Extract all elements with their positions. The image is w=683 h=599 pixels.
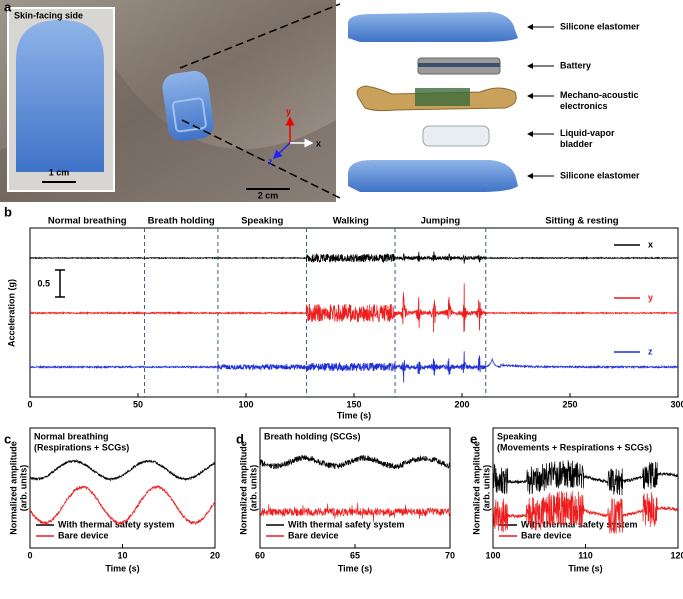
panel-label: a: [4, 0, 12, 14]
scale-label: 0.5: [37, 278, 50, 288]
x-tick-label: 110: [578, 550, 593, 560]
layer-label: Mechano-acoustic: [560, 90, 639, 100]
activity-label: Speaking: [241, 216, 283, 227]
panel-title: (Respirations + SCGs): [34, 442, 129, 452]
legend-label: x: [648, 239, 653, 249]
trace: [492, 460, 679, 496]
trace: [259, 502, 451, 523]
y-axis-label: Normalized amplitude: [238, 441, 248, 535]
x-axis-label: Time (s): [337, 410, 371, 420]
photo: [0, 0, 336, 202]
x-axis-label: Time (s): [568, 563, 602, 573]
exploded-view: [348, 12, 518, 192]
x-tick-label: 65: [350, 550, 360, 560]
layer-label: bladder: [560, 139, 593, 149]
legend-label: Bare device: [288, 530, 339, 540]
legend-label: Bare device: [521, 530, 572, 540]
legend-label: y: [648, 292, 653, 302]
trace: [259, 454, 451, 470]
x-tick-label: 200: [454, 399, 469, 409]
x-tick-label: 50: [133, 399, 143, 409]
legend-label: With thermal safety system: [288, 519, 404, 529]
axis-label: z: [268, 156, 273, 166]
layer-label: Silicone elastomer: [560, 170, 640, 180]
x-tick-label: 60: [255, 550, 265, 560]
scale-label: 2 cm: [258, 190, 279, 200]
legend-label: z: [648, 346, 653, 356]
zoom-line: [179, 3, 341, 69]
x-axis-label: Time (s): [105, 563, 139, 573]
y-axis-label: Normalized amplitude: [471, 441, 481, 535]
x-tick-label: 300: [670, 399, 683, 409]
axis-label: x: [316, 138, 321, 148]
x-tick-label: 250: [562, 399, 577, 409]
x-tick-label: 70: [445, 550, 455, 560]
trace: [29, 351, 679, 383]
layer-label: Liquid-vapor: [560, 128, 615, 138]
panel-title: Breath holding (SCGs): [264, 431, 361, 441]
legend-label: Bare device: [58, 530, 109, 540]
zoom-line: [181, 119, 341, 199]
x-tick-label: 10: [117, 550, 127, 560]
scale-label: 1 cm: [49, 167, 70, 177]
y-axis-label: (arb. units): [248, 465, 258, 512]
activity-label: Jumping: [421, 216, 461, 227]
x-tick-label: 100: [485, 550, 500, 560]
x-tick-label: 120: [670, 550, 683, 560]
activity-label: Breath holding: [148, 216, 215, 227]
legend-label: With thermal safety system: [58, 519, 174, 529]
panel-label: b: [4, 204, 12, 219]
axis-label: y: [286, 106, 291, 116]
trace: [29, 251, 679, 264]
y-axis-label: (arb. units): [18, 465, 28, 512]
inset-title: Skin-facing side: [14, 10, 83, 20]
y-axis-label: (arb. units): [481, 465, 491, 512]
panel-label: c: [4, 431, 11, 446]
panel-title: Normal breathing: [34, 431, 109, 441]
layer-label: Silicone elastomer: [560, 21, 640, 31]
x-tick-label: 150: [346, 399, 361, 409]
trace: [29, 458, 216, 482]
layer-label: Battery: [560, 60, 591, 70]
activity-label: Walking: [333, 216, 369, 227]
x-tick-label: 0: [27, 399, 32, 409]
activity-label: Sitting & resting: [545, 216, 619, 227]
trace: [29, 283, 679, 333]
activity-label: Normal breathing: [48, 216, 127, 227]
panel-label: e: [470, 431, 477, 446]
panel-title: Speaking: [497, 431, 537, 441]
x-tick-label: 0: [27, 550, 32, 560]
trace: [29, 485, 216, 526]
layer-label: electronics: [560, 101, 608, 111]
x-tick-label: 20: [210, 550, 220, 560]
y-axis-label: Normalized amplitude: [8, 441, 18, 535]
panel-title: (Movements + Respirations + SCGs): [497, 442, 652, 452]
panel-label: d: [236, 431, 244, 446]
x-axis-label: Time (s): [338, 563, 372, 573]
y-axis-label: Acceleration (g): [6, 279, 16, 347]
arrows: [527, 24, 554, 179]
x-tick-label: 100: [238, 399, 253, 409]
trace: [492, 491, 679, 534]
